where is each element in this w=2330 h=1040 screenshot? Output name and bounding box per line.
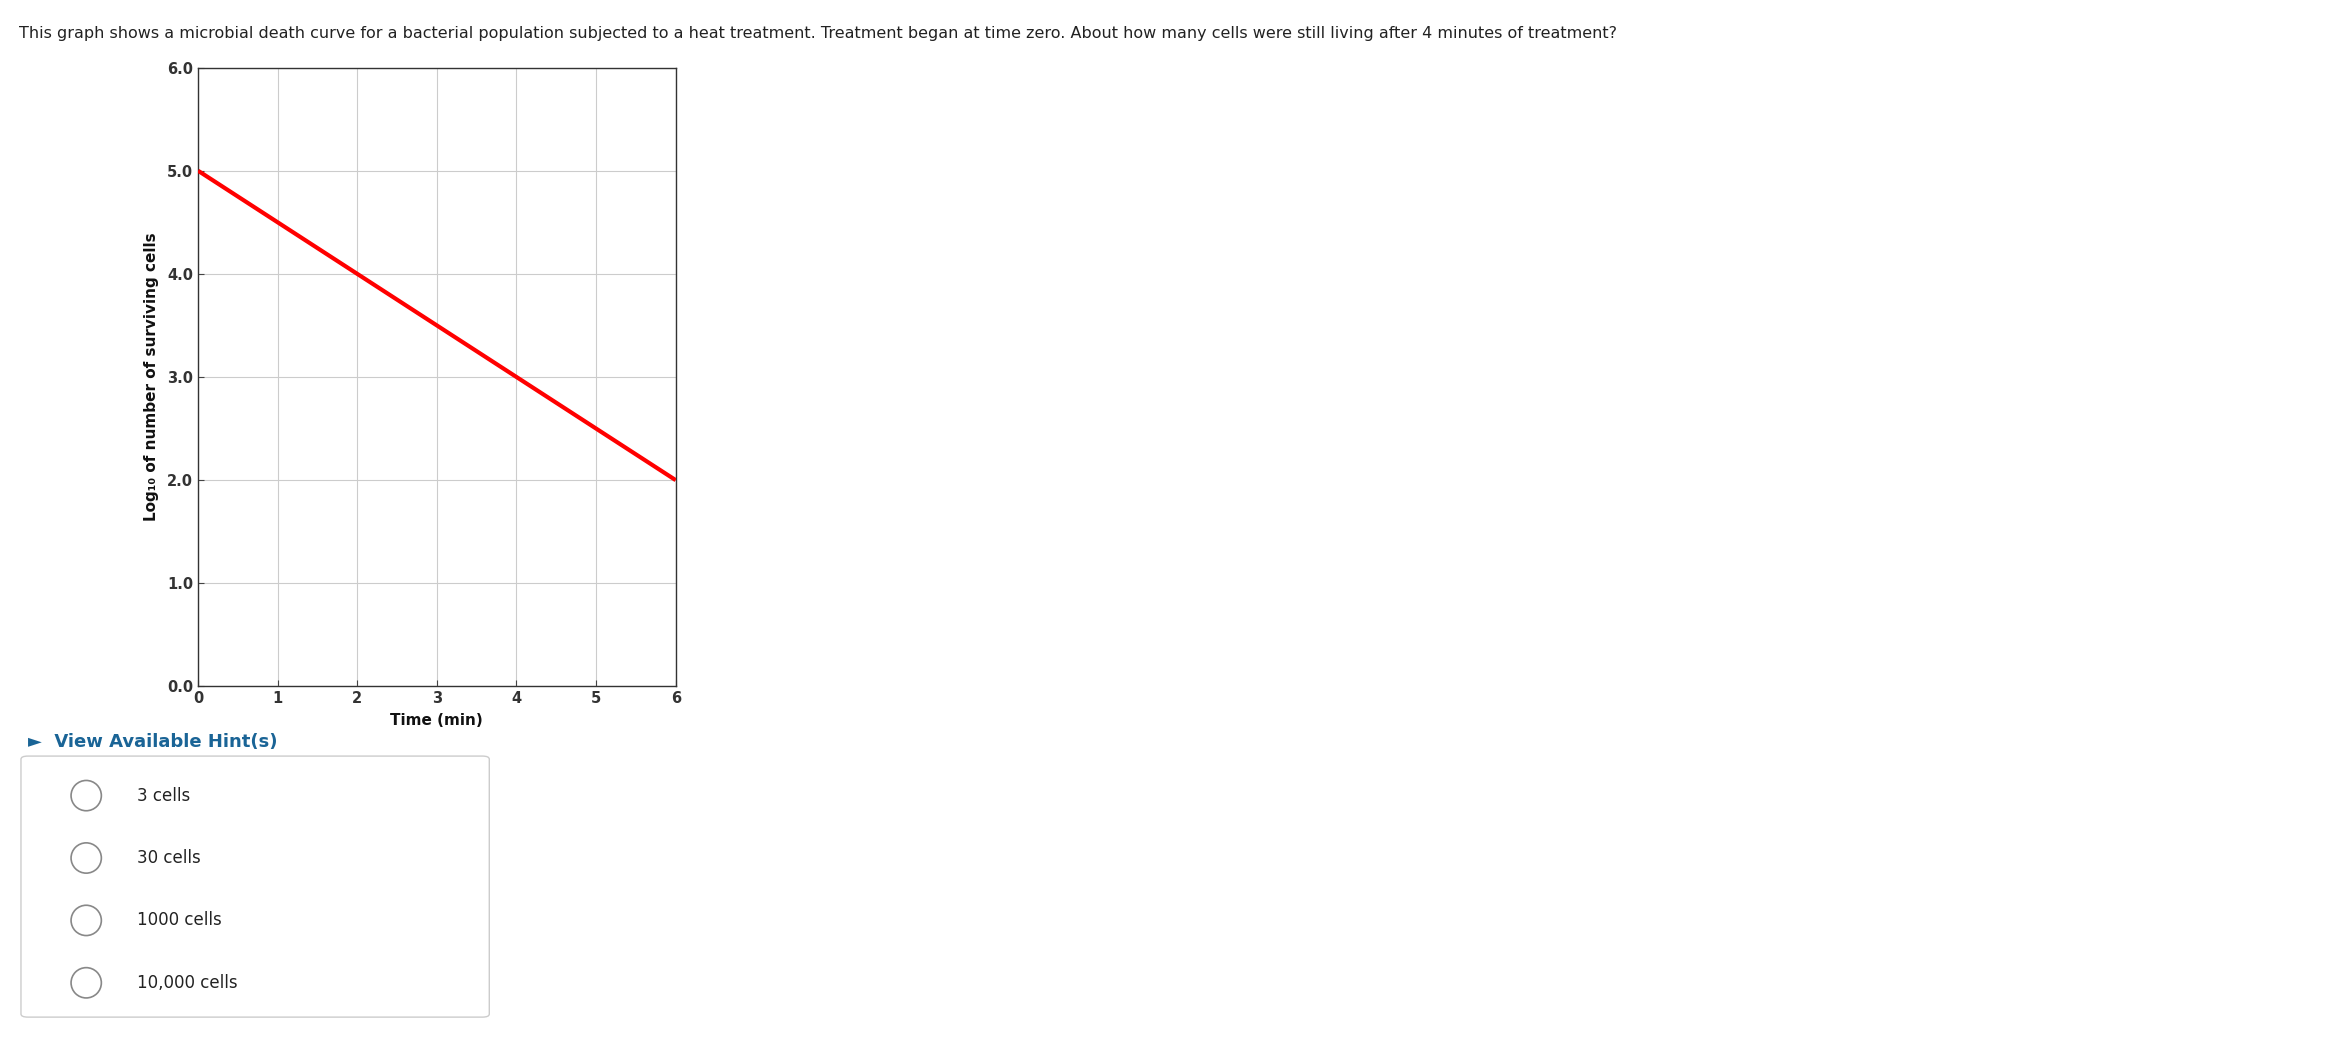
Text: This graph shows a microbial death curve for a bacterial population subjected to: This graph shows a microbial death curve… [19, 26, 1617, 41]
X-axis label: Time (min): Time (min) [391, 713, 482, 728]
Text: ►  View Available Hint(s): ► View Available Hint(s) [28, 733, 277, 751]
Text: 3 cells: 3 cells [137, 786, 191, 805]
Text: 30 cells: 30 cells [137, 849, 200, 867]
Text: 10,000 cells: 10,000 cells [137, 973, 238, 992]
Y-axis label: Log₁₀ of number of surviving cells: Log₁₀ of number of surviving cells [144, 233, 158, 521]
Text: 1000 cells: 1000 cells [137, 911, 221, 930]
